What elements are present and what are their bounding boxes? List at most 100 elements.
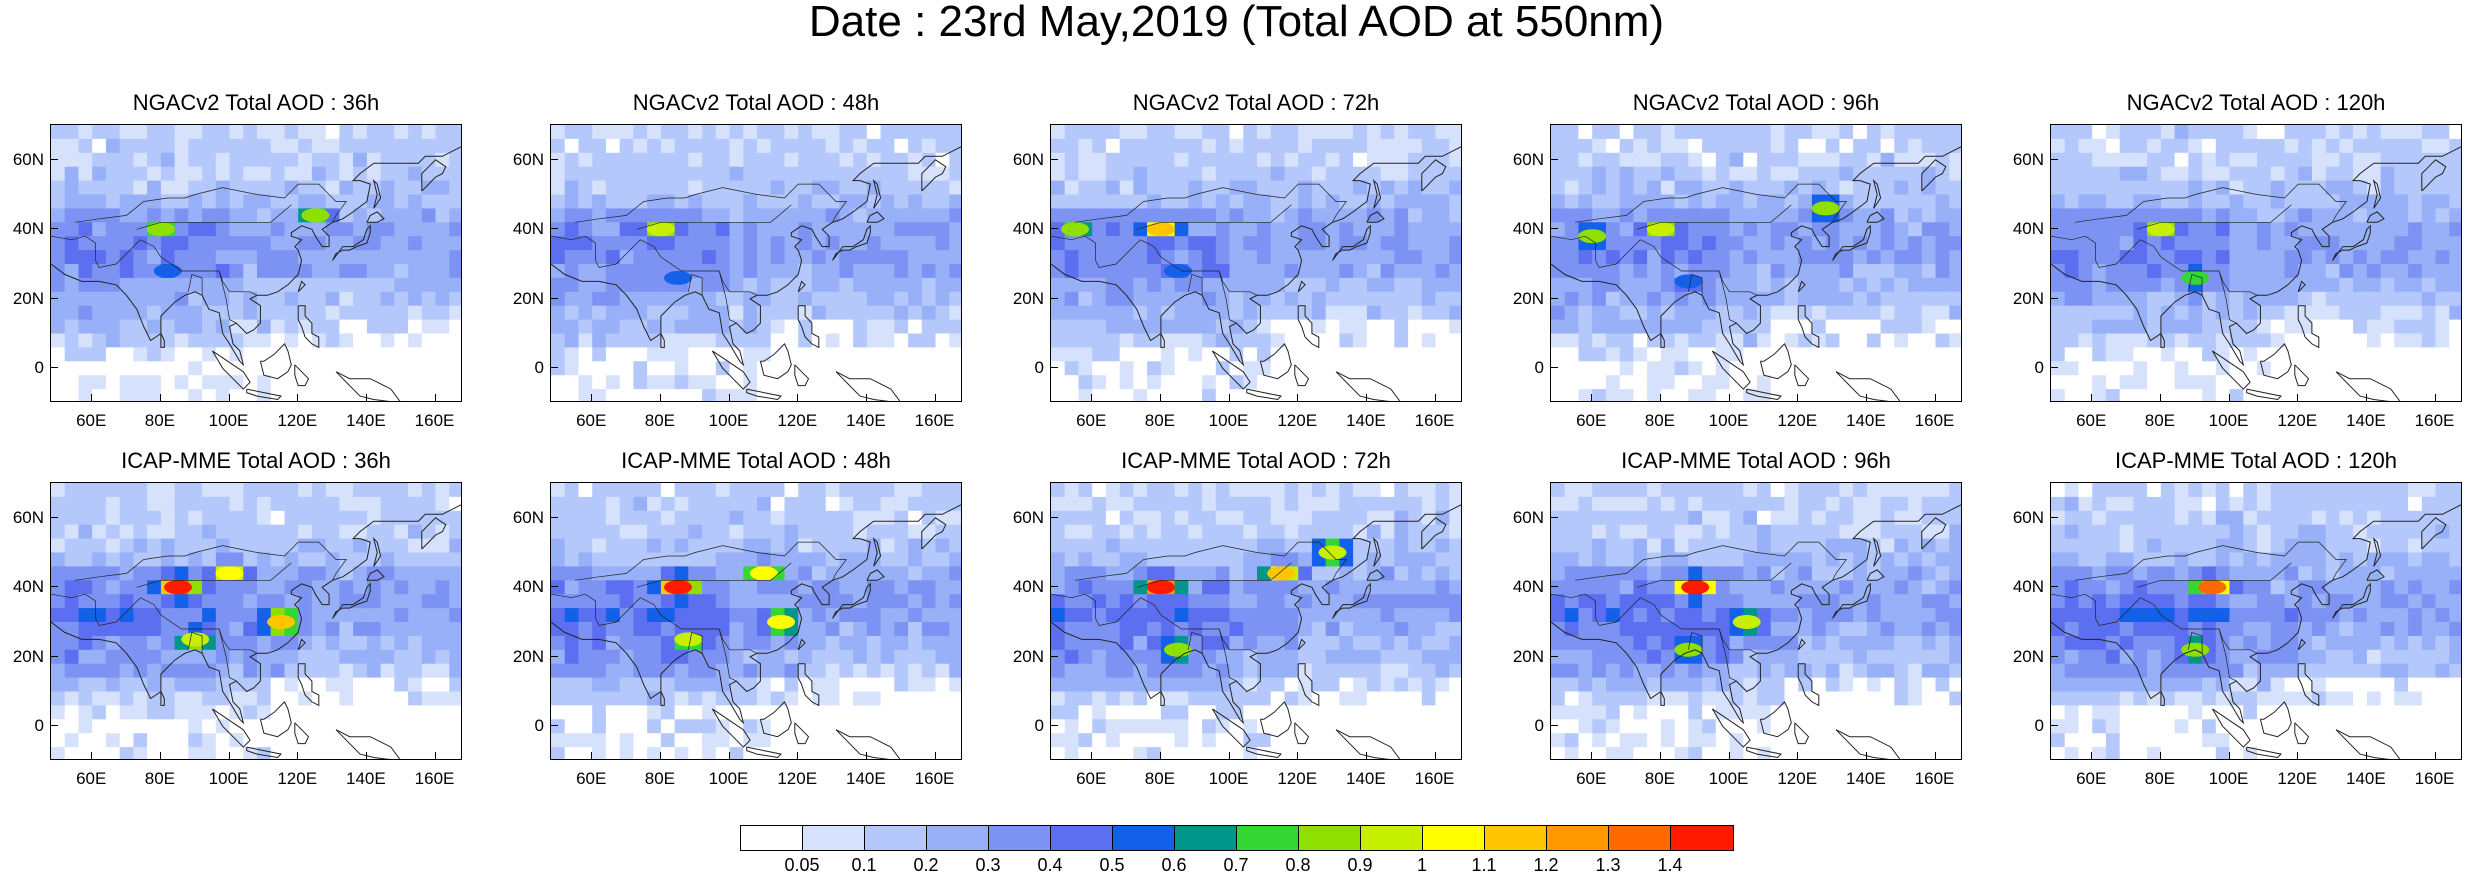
aod-cell [606, 553, 620, 568]
aod-cell [812, 167, 826, 182]
aod-cell [147, 306, 161, 321]
aod-cell [339, 664, 353, 679]
aod-cell [161, 125, 175, 140]
aod-cell [161, 594, 175, 609]
aod-cell [908, 181, 922, 196]
aod-cell [826, 747, 840, 760]
aod-cell [161, 664, 175, 679]
aod-cell [436, 622, 450, 637]
aod-cell [2147, 208, 2161, 223]
aod-cell [2120, 320, 2134, 335]
aod-cell [1743, 306, 1757, 321]
aod-cell [1908, 320, 1922, 335]
aod-cell [381, 347, 395, 362]
aod-cell [1394, 594, 1408, 609]
aod-cell [1367, 636, 1381, 651]
aod-cell [120, 664, 134, 679]
aod-cell [620, 347, 634, 362]
aod-cell [2298, 139, 2312, 154]
map-plot-area [550, 124, 962, 402]
aod-cell [1065, 650, 1079, 665]
aod-cell [1257, 511, 1271, 526]
aod-cell [1271, 125, 1285, 140]
lat-tick [1550, 298, 1558, 299]
aod-cell [133, 650, 147, 665]
aod-cell [2051, 125, 2065, 140]
lon-tick-label: 160E [2410, 412, 2460, 429]
aod-cell [1757, 236, 1771, 251]
aod-cell [326, 733, 340, 748]
aod-cell [1702, 361, 1716, 376]
aod-cell [2285, 139, 2299, 154]
aod-cell [1422, 608, 1436, 623]
aod-cell [1565, 292, 1579, 307]
aod-cell [620, 320, 634, 335]
aod-cell [1908, 292, 1922, 307]
aod-cell [1422, 334, 1436, 349]
aod-cell [1243, 208, 1257, 223]
aod-cell [436, 264, 450, 279]
aod-cell [65, 525, 79, 540]
aod-cell [394, 389, 408, 402]
aod-cell [1449, 250, 1462, 265]
aod-cell [1133, 167, 1147, 182]
aod-cell [1565, 347, 1579, 362]
aod-cell [1147, 139, 1161, 154]
aod-cell [743, 497, 757, 512]
lon-tick [229, 394, 230, 402]
aod-cell [271, 167, 285, 182]
aod-cell [1312, 594, 1326, 609]
aod-cell [1798, 361, 1812, 376]
aod-cell [339, 511, 353, 526]
aod-cell [106, 733, 120, 748]
aod-cell [1079, 692, 1093, 707]
aod-cell [298, 733, 312, 748]
aod-cell [147, 664, 161, 679]
aod-cell [1257, 208, 1271, 223]
aod-cell [867, 334, 881, 349]
aod-cell [1326, 236, 1340, 251]
aod-cell [65, 389, 79, 402]
aod-cell [79, 334, 93, 349]
aod-cell [1133, 608, 1147, 623]
aod-cell [312, 636, 326, 651]
aod-cell [1606, 278, 1620, 293]
aod-cell [1449, 292, 1462, 307]
aod-cell [785, 692, 799, 707]
aod-cell [1661, 278, 1675, 293]
aod-cell [1065, 375, 1079, 390]
aod-cell [1175, 566, 1189, 581]
aod-cell [1051, 650, 1065, 665]
lat-tick [1050, 298, 1058, 299]
aod-cell [1120, 580, 1134, 595]
lat-tick [2050, 228, 2058, 229]
aod-cell [161, 250, 175, 265]
aod-cell [202, 483, 216, 498]
aod-cell [449, 733, 462, 748]
aod-cell [1106, 236, 1120, 251]
aod-cell [1579, 153, 1593, 168]
aod-cell [51, 181, 65, 196]
aod-cell [1257, 195, 1271, 210]
aod-cell [1243, 278, 1257, 293]
aod-cell [230, 483, 244, 498]
lon-tick [729, 752, 730, 760]
aod-cell [1702, 375, 1716, 390]
aod-cell [1381, 539, 1395, 554]
aod-cell [1161, 497, 1175, 512]
aod-cell [285, 511, 299, 526]
aod-cell [1326, 167, 1340, 182]
aod-cell [449, 692, 462, 707]
aod-cell [1326, 497, 1340, 512]
aod-cell [422, 622, 436, 637]
aod-cell [1408, 483, 1422, 498]
aod-cell [381, 334, 395, 349]
aod-cell [2079, 375, 2093, 390]
aod-cell [1394, 236, 1408, 251]
aod-cell [1243, 511, 1257, 526]
aod-cell [133, 580, 147, 595]
aod-cell [592, 375, 606, 390]
aod-cell [936, 566, 950, 581]
map-plot-area [1550, 124, 1962, 402]
